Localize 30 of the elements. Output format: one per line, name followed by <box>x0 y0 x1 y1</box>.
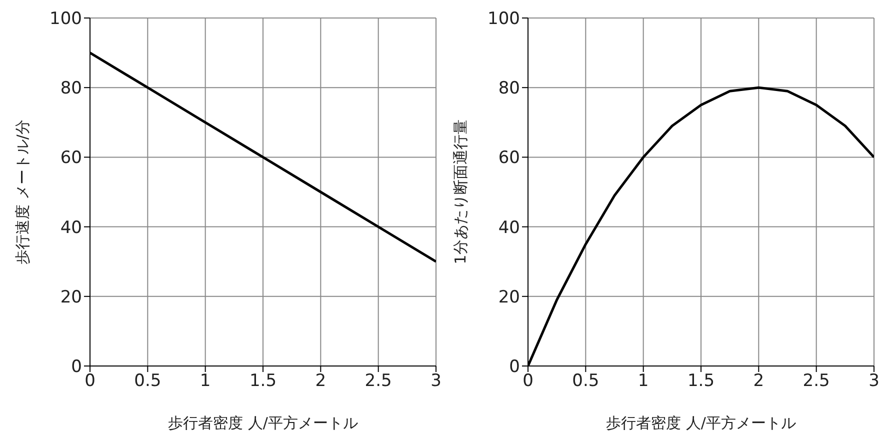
x-tick-label: 1.5 <box>249 371 277 392</box>
y-tick-label: 80 <box>60 78 82 99</box>
y-tick-label: 100 <box>488 9 520 30</box>
y-tick-label: 60 <box>60 148 82 168</box>
y-axis-title: 歩行速度 メートル/分 <box>13 120 32 264</box>
y-axis-title: 1分あたり断面通行量 <box>451 120 470 264</box>
x-axis-title: 歩行者密度 人/平方メートル <box>168 414 358 432</box>
x-tick-label: 1 <box>200 371 211 392</box>
x-tick-label: 1 <box>638 371 649 392</box>
y-tick-label: 0 <box>71 357 82 378</box>
y-tick-label: 20 <box>498 287 520 308</box>
y-tick-label: 100 <box>50 9 82 30</box>
x-tick-label: 3 <box>868 371 880 392</box>
x-tick-label: 1.5 <box>687 371 715 392</box>
y-tick-label: 60 <box>498 148 520 168</box>
y-tick-label: 40 <box>498 218 520 238</box>
y-tick-label: 80 <box>498 78 520 99</box>
x-tick-label: 0.5 <box>134 371 162 392</box>
x-tick-label: 0.5 <box>572 371 600 392</box>
y-tick-label: 40 <box>60 218 82 238</box>
x-tick-label: 2 <box>753 371 764 392</box>
x-tick-label: 2 <box>315 371 326 392</box>
x-tick-label: 3 <box>430 371 442 392</box>
x-tick-label: 0 <box>522 371 534 392</box>
x-tick-label: 2.5 <box>802 371 830 392</box>
x-tick-label: 2.5 <box>364 371 392 392</box>
x-tick-label: 0 <box>84 371 96 392</box>
x-axis-title: 歩行者密度 人/平方メートル <box>606 414 796 432</box>
y-tick-label: 20 <box>60 287 82 308</box>
y-tick-label: 0 <box>509 357 520 378</box>
